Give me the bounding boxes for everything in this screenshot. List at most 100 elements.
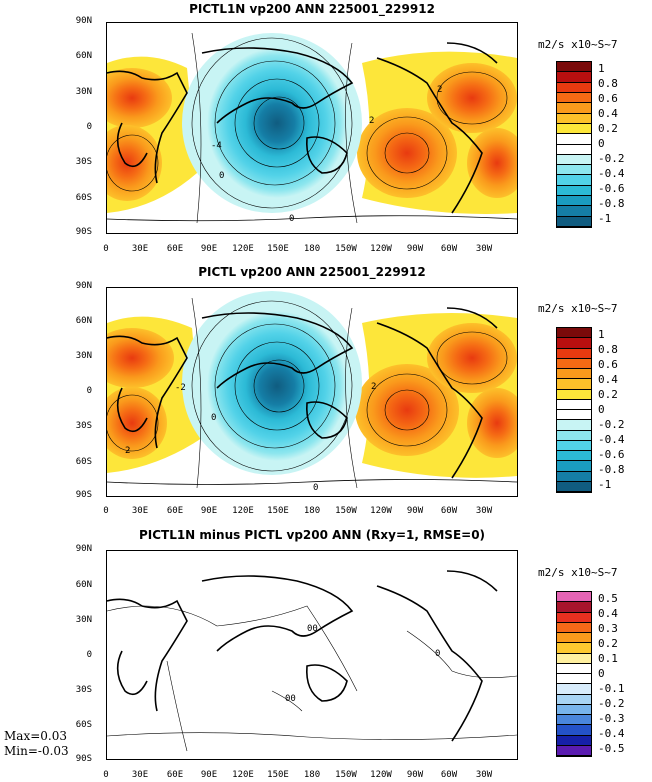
colorbar-label: -0.2 bbox=[598, 418, 625, 431]
colorbar-label: 0.6 bbox=[598, 92, 618, 105]
colorbar-swatch bbox=[557, 113, 591, 124]
lon-label: 60E bbox=[166, 244, 184, 254]
colorbar-swatch bbox=[557, 165, 591, 176]
colorbar-label: -1 bbox=[598, 212, 612, 225]
colorbar-label: 0.6 bbox=[598, 358, 618, 371]
lat-label: 60S bbox=[75, 720, 92, 730]
colorbar-1-units: m2/s x10~S~7 bbox=[538, 38, 618, 51]
lon-label: 120W bbox=[370, 506, 392, 516]
colorbar-swatch bbox=[557, 653, 591, 664]
colorbar-swatch bbox=[557, 451, 591, 462]
colorbar-swatch bbox=[557, 328, 591, 339]
contour-label: 00 bbox=[285, 694, 296, 704]
colorbar-label: -0.4 bbox=[598, 433, 625, 446]
colorbar-label: 0 bbox=[598, 137, 605, 150]
colorbar-swatch bbox=[557, 602, 591, 613]
lon-label: 90E bbox=[200, 770, 218, 780]
contour-label: 0 bbox=[211, 413, 216, 423]
colorbar-label: -0.1 bbox=[598, 682, 625, 695]
lon-label: 30W bbox=[475, 770, 493, 780]
lat-label: 90S bbox=[75, 754, 92, 764]
panel-3-map: 00 0 00 bbox=[106, 550, 518, 760]
lat-label: 30S bbox=[75, 685, 92, 695]
lat-label: 60N bbox=[75, 580, 92, 590]
colorbar-swatch bbox=[557, 725, 591, 736]
colorbar-swatch bbox=[557, 389, 591, 400]
colorbar-label: -0.2 bbox=[598, 697, 625, 710]
lon-label: 90W bbox=[406, 506, 424, 516]
lon-label: 30E bbox=[131, 770, 149, 780]
lon-label: 120W bbox=[370, 770, 392, 780]
lon-label: 60W bbox=[440, 244, 458, 254]
colorbar-label: -0.6 bbox=[598, 182, 625, 195]
lon-label: 60E bbox=[166, 770, 184, 780]
colorbar-label: -0.4 bbox=[598, 167, 625, 180]
panel-1-title: PICTL1N vp200 ANN 225001_229912 bbox=[189, 2, 435, 16]
lon-label: 120E bbox=[232, 770, 254, 780]
lat-label: 30N bbox=[75, 87, 92, 97]
lat-label: 30S bbox=[75, 421, 92, 431]
lat-label: 0 bbox=[86, 386, 92, 396]
colorbar-label: 0.4 bbox=[598, 607, 618, 620]
colorbar-swatch bbox=[557, 471, 591, 482]
lon-label: 180 bbox=[303, 244, 321, 254]
colorbar-label: 1 bbox=[598, 62, 605, 75]
colorbar-label: 0.2 bbox=[598, 637, 618, 650]
colorbar-label: 0 bbox=[598, 403, 605, 416]
lon-label: 0 bbox=[103, 770, 109, 780]
colorbar-swatch bbox=[557, 175, 591, 186]
colorbar-label: -1 bbox=[598, 478, 612, 491]
lon-label: 150W bbox=[335, 506, 357, 516]
lon-label: 90W bbox=[406, 770, 424, 780]
colorbar-label: -0.8 bbox=[598, 197, 625, 210]
min-stat: Min=-0.03 bbox=[4, 744, 69, 758]
colorbar-swatch bbox=[557, 154, 591, 166]
colorbar-swatch bbox=[557, 123, 591, 135]
lon-label: 60W bbox=[440, 506, 458, 516]
colorbar-label: 0.3 bbox=[598, 622, 618, 635]
colorbar-swatch bbox=[557, 684, 591, 695]
panel-3-title: PICTL1N minus PICTL vp200 ANN (Rxy=1, RM… bbox=[138, 528, 486, 542]
colorbar-swatch bbox=[557, 185, 591, 197]
lon-label: 180 bbox=[303, 506, 321, 516]
colorbar-label: 0.1 bbox=[598, 652, 618, 665]
colorbar-2-units: m2/s x10~S~7 bbox=[538, 302, 618, 315]
panel-2-map: -2 2 0 2 0 bbox=[106, 287, 518, 497]
lat-label: 90N bbox=[75, 16, 92, 26]
colorbar-swatch bbox=[557, 592, 591, 603]
colorbar-swatch bbox=[557, 216, 591, 227]
lon-label: 150E bbox=[267, 770, 289, 780]
colorbar-label: 0.8 bbox=[598, 343, 618, 356]
colorbar-swatch bbox=[557, 196, 591, 207]
lat-label: 30N bbox=[75, 615, 92, 625]
lon-label: 150W bbox=[335, 770, 357, 780]
colorbar-swatch bbox=[557, 62, 591, 73]
lon-label: 180 bbox=[303, 770, 321, 780]
colorbar-label: -0.4 bbox=[598, 727, 625, 740]
colorbar-swatch bbox=[557, 379, 591, 390]
contour-label: -2 bbox=[175, 383, 186, 393]
lat-label: 90N bbox=[75, 281, 92, 291]
colorbar-label: 0.4 bbox=[598, 373, 618, 386]
contour-label: 0 bbox=[219, 171, 224, 181]
colorbar-swatch bbox=[557, 399, 591, 410]
lat-label: 60N bbox=[75, 51, 92, 61]
colorbar-label: -0.5 bbox=[598, 742, 625, 755]
lon-label: 0 bbox=[103, 244, 109, 254]
colorbar-swatch bbox=[557, 72, 591, 83]
colorbar-swatch bbox=[557, 622, 591, 633]
colorbar-swatch bbox=[557, 715, 591, 726]
colorbar-swatch bbox=[557, 461, 591, 472]
lat-label: 0 bbox=[86, 650, 92, 660]
colorbar-swatch bbox=[557, 612, 591, 623]
colorbar-swatch bbox=[557, 643, 591, 654]
colorbar-swatch bbox=[557, 103, 591, 114]
colorbar-swatch bbox=[557, 430, 591, 441]
colorbar-label: -0.3 bbox=[598, 712, 625, 725]
lat-label: 60S bbox=[75, 457, 92, 467]
max-stat: Max=0.03 bbox=[4, 729, 67, 743]
contour-label: 0 bbox=[313, 483, 318, 493]
contour-label: -4 bbox=[211, 141, 222, 151]
lon-label: 90W bbox=[406, 244, 424, 254]
colorbar-swatch bbox=[557, 338, 591, 349]
